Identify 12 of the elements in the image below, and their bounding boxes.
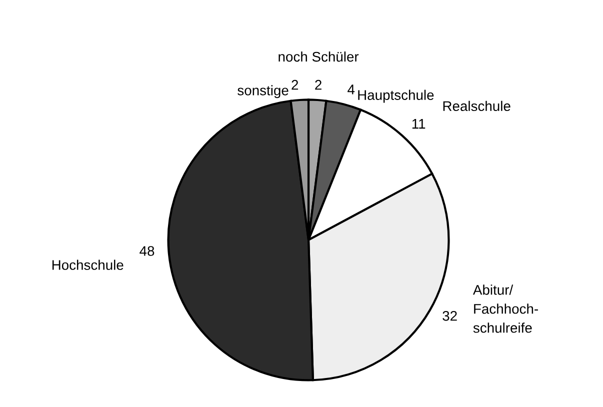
slice-label: sonstige: [238, 85, 288, 98]
data-label: 2: [292, 80, 298, 90]
data-label: 11: [412, 119, 426, 129]
slice-label: Realschule: [443, 100, 510, 112]
slice-label: Hauptschule: [358, 90, 434, 103]
data-label: 32: [442, 310, 457, 321]
data-label: 4: [348, 84, 355, 94]
data-label: 2: [315, 80, 322, 90]
data-label: 48: [140, 246, 154, 256]
slice-label: Hochschule: [52, 260, 124, 270]
slice-label: Abitur/ Fachhoch- schulreife: [472, 284, 538, 333]
slice-label: noch Schüler: [278, 51, 359, 62]
